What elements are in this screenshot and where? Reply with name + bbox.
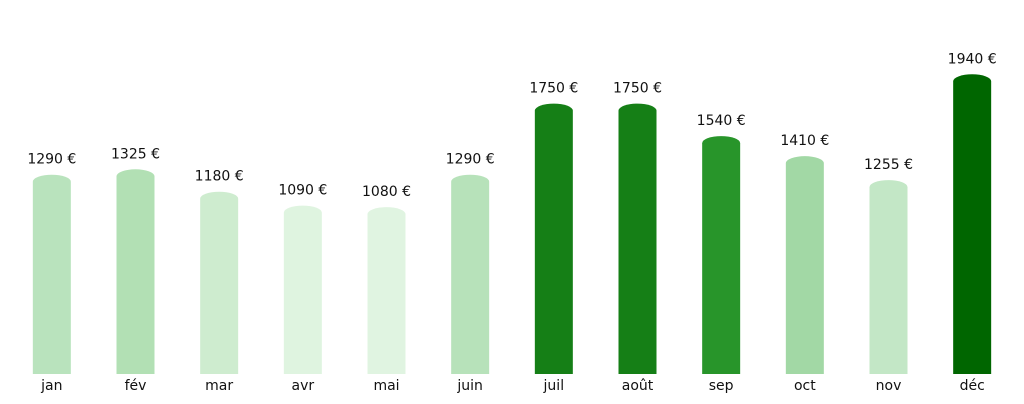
x-tick-label: fév [125,378,147,394]
bar [869,180,908,374]
bar [200,191,239,374]
x-tick-label: oct [794,378,816,394]
bar [953,74,992,375]
value-label: 1090 € [278,183,327,199]
x-tick-label: juil [543,378,565,394]
bar [116,169,155,374]
value-label: 1410 € [780,133,829,149]
value-label: 1750 € [613,81,662,97]
bar [702,136,741,374]
x-tick-label: déc [960,378,985,394]
bar [534,103,573,374]
value-label: 1180 € [195,169,244,185]
bar [32,174,71,374]
value-label: 1940 € [948,51,997,67]
x-tick-label: août [622,378,654,394]
x-tick-label: nov [876,378,902,394]
bar [367,207,406,374]
bar [451,174,490,374]
x-tick-label: sep [709,378,734,394]
value-label: 1325 € [111,146,160,162]
value-label: 1290 € [446,152,495,168]
value-label: 1540 € [697,113,746,129]
value-label: 1290 € [27,152,76,168]
bar [618,103,657,374]
x-tick-label: mar [205,378,233,394]
x-tick-label: juin [456,378,483,394]
bar [283,205,322,374]
x-tick-label: jan [40,378,62,394]
x-tick-label: mai [373,378,399,394]
value-label: 1080 € [362,184,411,200]
value-label: 1750 € [529,81,578,97]
value-label: 1255 € [864,157,913,173]
bar [785,156,824,374]
x-tick-label: avr [292,378,315,394]
